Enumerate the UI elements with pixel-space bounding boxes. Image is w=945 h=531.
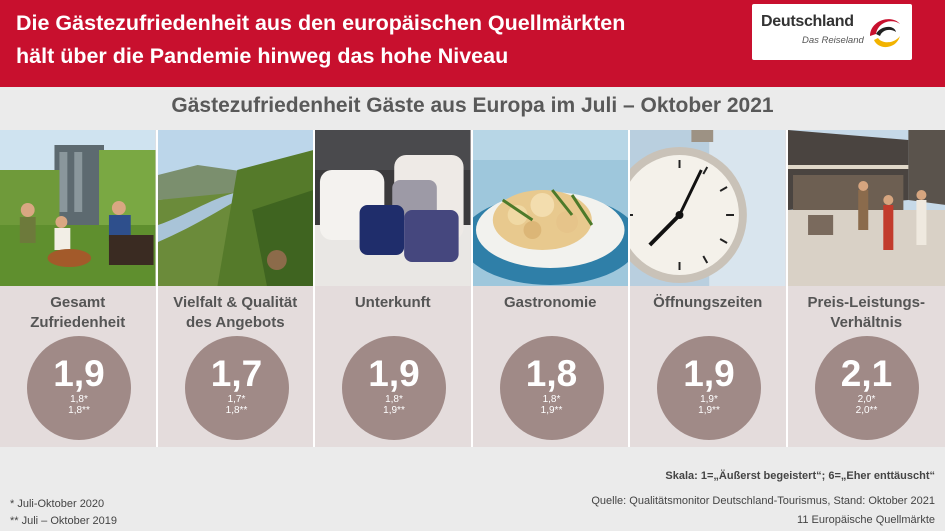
category-card: Vielfalt & Qualität des Angebots 1,7 1,7… [157,130,315,447]
source-note: Quelle: Qualitätsmonitor Deutschland-Tou… [591,495,935,507]
title-line-1: Die Gästezufriedenheit aus den europäisc… [16,11,626,35]
category-card: Unterkunft 1,9 1,8* 1,9** [315,130,473,447]
score-circle: 1,9 1,8* 1,9** [342,336,446,440]
score-2021: 1,8 [525,353,578,394]
footer: Skala: 1=„Äußerst begeistert“; 6=„Eher e… [0,447,945,531]
photo-river-valley [157,130,313,286]
score-2019: 2,0** [855,405,878,416]
photo-hotel-bed [315,130,471,286]
score-2020: 1,8* [542,394,561,405]
score-2019: 1,8** [68,405,90,416]
category-label: Vielfalt & Qualität des Angebots [173,294,298,331]
markets-note: 11 Europäische Quellmärkte [797,514,935,526]
category-card: Preis-Leistungs- Verhältnis 2,1 2,0* 2,0… [787,130,945,447]
photo-pasta-dish [472,130,628,286]
photo-people-picnic [0,130,156,286]
category-label: Öffnungszeiten [653,294,763,311]
score-2020: 2,0* [857,394,876,405]
score-2019: 1,9** [383,405,405,416]
logo-tagline: Das Reiseland [802,35,864,46]
page-title: Die Gästezufriedenheit aus den europäisc… [16,7,736,73]
logo-swirl-icon [870,19,900,48]
category-card: Gastronomie 1,8 1,8* 1,9** [472,130,630,447]
score-2021: 1,9 [53,353,105,394]
photo-alarm-clock [630,130,786,286]
score-2020: 1,8* [385,394,403,405]
score-circle: 1,9 1,8* 1,8** [27,336,131,440]
score-2019: 1,9** [540,405,563,416]
score-2021: 2,1 [840,353,893,394]
score-2021: 1,7 [210,353,263,394]
title-line-2: hält über die Pandemie hinweg das hohe N… [16,44,509,68]
chart-subtitle: Gästezufriedenheit Gäste aus Europa im J… [171,94,774,117]
score-circle: 1,9 1,9* 1,9** [657,336,761,440]
header-banner: Die Gästezufriedenheit aus den europäisc… [0,0,945,87]
score-2019: 1,8** [225,405,248,416]
category-label: Gastronomie [503,294,597,311]
category-card: Öffnungszeiten 1,9 1,9* 1,9** [630,130,788,447]
footnote-2019: ** Juli – Oktober 2019 [10,515,118,527]
logo-name: Deutschland [761,13,854,30]
score-2021: 1,9 [368,353,420,394]
footnote-2020: * Juli-Oktober 2020 [10,498,105,510]
score-2020: 1,7* [227,394,246,405]
category-label: Preis-Leistungs- Verhältnis [807,294,926,331]
score-circle: 2,1 2,0* 2,0** [814,336,919,440]
deutschland-logo: Deutschland Das Reiseland [752,4,912,60]
score-2020: 1,9* [700,394,718,405]
category-card: Gesamt Zufriedenheit 1,9 1,8* 1,8** [0,130,158,447]
photo-shopping-street [787,130,945,286]
score-circle: 1,7 1,7* 1,8** [184,336,289,440]
category-grid: Gesamt Zufriedenheit 1,9 1,8* 1,8** Viel… [0,130,945,447]
score-2021: 1,9 [683,353,735,394]
category-label: Unterkunft [354,294,431,311]
score-2019: 1,9** [698,405,720,416]
scale-note: Skala: 1=„Äußerst begeistert“; 6=„Eher e… [665,470,935,482]
score-2020: 1,8* [70,394,88,405]
category-label: Gesamt Zufriedenheit [30,294,126,331]
score-circle: 1,8 1,8* 1,9** [499,336,604,440]
